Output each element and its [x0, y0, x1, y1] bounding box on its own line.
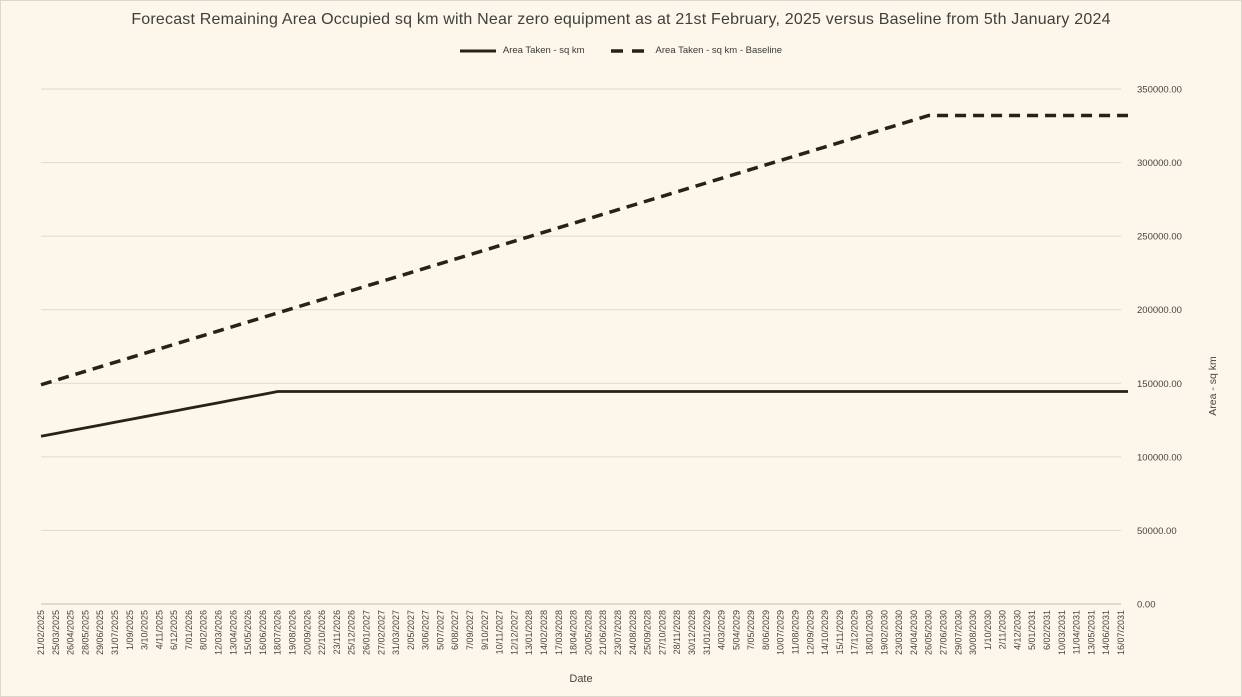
x-tick-label: 26/01/2027 — [361, 610, 371, 655]
x-tick-label: 12/09/2029 — [805, 610, 815, 655]
x-tick-label: 10/11/2027 — [495, 610, 505, 654]
x-tick-label: 4/03/2029 — [717, 610, 727, 650]
x-tick-label: 10/03/2031 — [1057, 610, 1067, 655]
x-tick-label: 16/07/2031 — [1116, 610, 1126, 655]
legend-item-baseline: Area Taken - sq km - Baseline — [610, 45, 783, 56]
x-tick-label: 30/12/2028 — [687, 610, 697, 655]
x-tick-label: 7/09/2027 — [465, 610, 475, 650]
x-tick-label: 29/07/2030 — [953, 610, 963, 655]
x-tick-label: 23/03/2030 — [894, 610, 904, 655]
x-tick-label: 6/08/2027 — [450, 610, 460, 650]
x-tick-label: 27/02/2027 — [376, 610, 386, 655]
x-tick-label: 17/03/2028 — [554, 610, 564, 655]
x-tick-label: 11/08/2029 — [791, 610, 801, 654]
x-tick-label: 12/03/2026 — [214, 610, 224, 655]
x-tick-label: 26/04/2025 — [66, 610, 76, 655]
x-tick-label: 28/05/2025 — [80, 610, 90, 655]
x-tick-label: 5/04/2029 — [731, 610, 741, 650]
x-tick-label: 2/05/2027 — [406, 610, 416, 650]
x-tick-label: 31/07/2025 — [110, 610, 120, 655]
x-tick-label: 20/09/2026 — [302, 610, 312, 655]
x-tick-label: 31/01/2029 — [702, 610, 712, 655]
y-tick-label: 250000.00 — [1137, 232, 1182, 243]
y-tick-label: 0.00 — [1137, 600, 1156, 611]
y-tick-label: 50000.00 — [1137, 526, 1177, 537]
x-tick-label: 8/02/2026 — [199, 610, 209, 650]
x-tick-label: 22/10/2026 — [317, 610, 327, 655]
x-tick-label: 13/01/2028 — [524, 610, 534, 655]
x-tick-label: 13/05/2031 — [1086, 610, 1096, 655]
x-tick-label: 21/02/2025 — [36, 610, 46, 655]
x-tick-label: 23/11/2026 — [332, 610, 342, 654]
x-tick-label: 1/09/2025 — [125, 610, 135, 650]
y-tick-label: 150000.00 — [1137, 379, 1182, 390]
x-tick-label: 27/10/2028 — [657, 610, 667, 655]
x-tick-label: 29/06/2025 — [95, 610, 105, 655]
x-tick-label: 14/02/2028 — [539, 610, 549, 655]
series-line-baseline — [40, 113, 1128, 387]
x-tick-label: 24/08/2028 — [628, 610, 638, 655]
x-tick-label: 17/12/2029 — [850, 610, 860, 655]
dashed-line-icon — [610, 48, 649, 53]
x-tick-label: 19/02/2030 — [879, 610, 889, 655]
x-tick-label: 4/11/2025 — [154, 610, 164, 649]
x-tick-label: 15/05/2026 — [243, 610, 253, 655]
x-tick-label: 5/07/2027 — [435, 610, 445, 650]
x-tick-label: 18/01/2030 — [864, 610, 874, 655]
x-tick-label: 25/03/2025 — [51, 610, 61, 655]
y-tick-label: 350000.00 — [1137, 85, 1182, 96]
x-tick-label: 26/05/2030 — [924, 610, 934, 655]
x-tick-label: 25/09/2028 — [643, 610, 653, 655]
x-tick-label: 31/03/2027 — [391, 610, 401, 655]
x-tick-label: 14/10/2029 — [820, 610, 830, 655]
x-tick-label: 3/10/2025 — [140, 610, 150, 650]
x-tick-label: 3/06/2027 — [421, 610, 431, 650]
x-axis-title: Date — [569, 673, 593, 685]
chart-title: Forecast Remaining Area Occupied sq km w… — [131, 11, 1111, 28]
x-tick-label: 15/11/2029 — [835, 610, 845, 654]
x-tick-label: 13/04/2026 — [228, 610, 238, 655]
x-tick-label: 7/05/2029 — [746, 610, 756, 650]
x-tick-label: 25/12/2026 — [347, 610, 357, 655]
legend-label-area-taken: Area Taken - sq km — [502, 45, 585, 56]
x-tick-label: 9/10/2027 — [480, 610, 490, 650]
x-tick-label: 1/10/2030 — [983, 610, 993, 650]
x-tick-label: 10/07/2029 — [776, 610, 786, 655]
x-tick-label: 28/11/2028 — [672, 610, 682, 654]
x-tick-label: 16/06/2026 — [258, 610, 268, 655]
x-tick-label: 21/06/2028 — [598, 610, 608, 655]
legend: Area Taken - sq km Area Taken - sq km - … — [1, 45, 1241, 56]
y-tick-label: 100000.00 — [1137, 452, 1182, 463]
x-tick-label: 18/04/2028 — [569, 610, 579, 655]
x-tick-label: 2/11/2030 — [998, 610, 1008, 649]
x-tick-label: 23/07/2028 — [613, 610, 623, 655]
x-tick-label: 19/08/2026 — [288, 610, 298, 655]
x-tick-label: 27/06/2030 — [938, 610, 948, 655]
y-tick-label: 300000.00 — [1137, 158, 1182, 169]
y-axis-title: Area - sq km — [1207, 356, 1219, 416]
x-tick-label: 11/04/2031 — [1072, 610, 1082, 654]
x-tick-label: 5/01/2031 — [1027, 610, 1037, 650]
series-line-area-taken — [40, 390, 1128, 438]
x-tick-label: 7/01/2026 — [184, 610, 194, 650]
x-tick-label: 8/06/2029 — [761, 610, 771, 650]
legend-label-baseline: Area Taken - sq km - Baseline — [655, 45, 783, 56]
x-tick-label: 6/02/2031 — [1042, 610, 1052, 650]
legend-item-area-taken: Area Taken - sq km — [459, 45, 585, 56]
x-tick-label: 12/12/2027 — [509, 610, 519, 655]
x-tick-label: 18/07/2026 — [273, 610, 283, 655]
x-tick-label: 6/12/2025 — [169, 610, 179, 650]
x-tick-label: 24/04/2030 — [909, 610, 919, 655]
x-tick-label: 14/06/2031 — [1101, 610, 1111, 655]
x-tick-label: 4/12/2030 — [1012, 610, 1022, 650]
x-tick-label: 20/05/2028 — [583, 610, 593, 655]
solid-line-icon — [459, 49, 496, 52]
y-tick-label: 200000.00 — [1137, 305, 1182, 316]
x-tick-label: 30/08/2030 — [968, 610, 978, 655]
